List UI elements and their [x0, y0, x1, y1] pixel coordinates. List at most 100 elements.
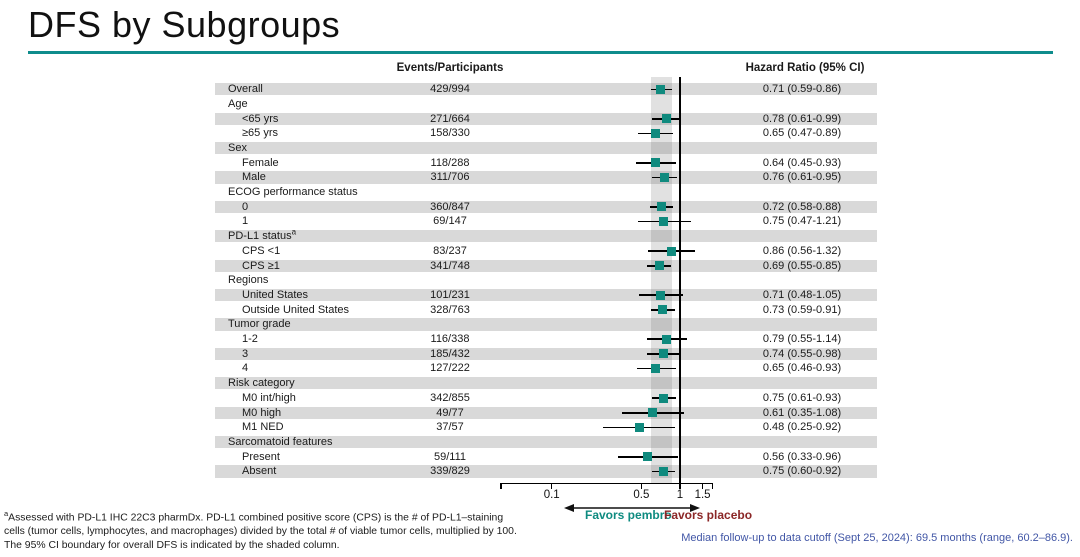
- axis-tick-label: 1.5: [694, 488, 711, 501]
- subgroup-label: 4: [242, 362, 249, 375]
- events-participants-value: 116/338: [430, 333, 470, 345]
- subgroup-row: M0 high 49/77 0.61 (0.35-1.08): [215, 406, 877, 419]
- axis-tick-label: 0.5: [633, 488, 650, 501]
- subgroup-row: 4 127/222 0.65 (0.46-0.93): [215, 362, 877, 374]
- subgroup-label: Risk category: [228, 377, 295, 390]
- hazard-ratio-value: 0.75 (0.60-0.92): [762, 465, 842, 478]
- subgroup-header-row: ECOG performance status: [215, 186, 877, 198]
- subgroup-label: Male: [242, 171, 266, 184]
- subgroup-row: Male 311/706 0.76 (0.61-0.95): [215, 171, 877, 184]
- hr-marker: [654, 261, 664, 271]
- hr-marker: [650, 158, 660, 168]
- footnote-superscript: a: [4, 509, 9, 518]
- x-axis: [500, 482, 713, 485]
- events-participants-value: 101/231: [430, 288, 470, 301]
- subgroup-row: 3 185/432 0.74 (0.55-0.98): [215, 347, 877, 361]
- subgroup-row: CPS ≥1 341/748 0.69 (0.55-0.85): [215, 259, 877, 272]
- title-rule: [28, 51, 1053, 54]
- subgroup-header-row: PD-L1 statusa: [215, 228, 877, 243]
- double-arrow-icon: [564, 504, 700, 512]
- subgroup-label: M1 NED: [242, 421, 284, 434]
- hazard-ratio-value: 0.56 (0.33-0.96): [762, 450, 842, 463]
- axis-end-cap: [500, 482, 502, 489]
- events-participants-value: 59/111: [433, 450, 466, 463]
- axis-tick: [679, 482, 681, 489]
- hazard-ratio-value: 0.72 (0.58-0.88): [762, 200, 842, 213]
- hr-marker: [651, 364, 661, 374]
- events-column-header: Events/Participants: [396, 62, 504, 74]
- subgroup-row: 0 360/847 0.72 (0.58-0.88): [215, 200, 877, 214]
- subgroup-label: 3: [242, 347, 249, 360]
- subgroup-label: Overall: [228, 83, 263, 96]
- axis-tick: [640, 482, 643, 489]
- subgroup-label: Tumor grade: [228, 318, 291, 331]
- subgroup-label: M0 high: [242, 406, 282, 419]
- subgroup-row: Female 118/288 0.64 (0.45-0.93): [215, 157, 877, 169]
- hr-marker: [662, 334, 672, 344]
- footnote: aAssessed with PD-L1 IHC 22C3 pharmDx. P…: [4, 507, 574, 552]
- events-participants-value: 271/664: [430, 112, 470, 125]
- reference-line: [679, 77, 681, 484]
- hr-marker: [651, 128, 661, 138]
- subgroup-row: ≥65 yrs 158/330 0.65 (0.47-0.89): [215, 127, 877, 139]
- hazard-ratio-value: 0.74 (0.55-0.98): [762, 347, 842, 360]
- subgroup-row: <65 yrs 271/664 0.78 (0.61-0.99): [215, 112, 877, 125]
- axis-tick-label: 1: [676, 488, 684, 501]
- axis-end-cap: [711, 482, 713, 489]
- events-participants-value: 342/855: [430, 391, 470, 404]
- hr-marker: [656, 290, 666, 300]
- subgroup-label: CPS <1: [242, 244, 281, 257]
- footnote-line-2: cells (tumor cells, lymphocytes, and mac…: [4, 526, 517, 538]
- footnote-line-3: The 95% CI boundary for overall DFS is i…: [4, 539, 340, 551]
- hazard-ratio-value: 0.65 (0.46-0.93): [762, 362, 842, 375]
- events-participants-value: 328/763: [430, 303, 470, 316]
- subgroup-label: ≥65 yrs: [242, 127, 278, 140]
- hr-marker: [660, 173, 670, 183]
- favors-pembro-label: Favors pembro: [585, 508, 672, 522]
- hr-marker: [656, 84, 666, 94]
- events-participants-value: 69/147: [433, 215, 467, 228]
- events-participants-value: 127/222: [430, 362, 470, 375]
- slide-title: DFS by Subgroups: [28, 4, 341, 45]
- subgroup-label: M0 int/high: [242, 391, 296, 404]
- events-participants-value: 360/847: [430, 200, 470, 213]
- subgroup-label: Outside United States: [242, 303, 350, 316]
- events-participants-value: 339/829: [430, 465, 470, 478]
- hr-marker: [657, 305, 667, 315]
- hazard-ratio-value: 0.75 (0.47-1.21): [762, 215, 842, 228]
- hr-marker: [657, 202, 667, 212]
- events-participants-value: 83/237: [433, 244, 467, 257]
- hazard-ratio-value: 0.69 (0.55-0.85): [762, 259, 842, 272]
- subgroup-row: 1 69/147 0.75 (0.47-1.21): [215, 215, 877, 227]
- subgroup-label: <65 yrs: [242, 112, 279, 125]
- subgroup-row: United States 101/231 0.71 (0.48-1.05): [215, 288, 877, 302]
- events-participants-value: 429/994: [430, 83, 470, 96]
- favors-placebo-label: Favors placebo: [664, 508, 753, 522]
- hr-marker: [659, 393, 669, 403]
- subgroup-label: 1: [242, 215, 249, 228]
- hazard-ratio-value: 0.64 (0.45-0.93): [762, 156, 842, 169]
- hazard-ratio-value: 0.65 (0.47-0.89): [762, 127, 842, 140]
- events-participants-value: 185/432: [430, 347, 470, 360]
- favors-arrow: [564, 500, 700, 518]
- events-participants-value: 341/748: [430, 259, 470, 272]
- subgroup-label: CPS ≥1: [242, 259, 280, 272]
- hazard-ratio-value: 0.78 (0.61-0.99): [762, 112, 842, 125]
- axis-tick: [701, 482, 704, 489]
- subgroup-label: Female: [242, 156, 279, 169]
- subgroup-label: 1-2: [242, 333, 258, 345]
- subgroup-header-row: Regions: [215, 274, 877, 286]
- hr-marker: [658, 349, 668, 359]
- hr-marker: [643, 452, 653, 462]
- subgroup-row: CPS <1 83/237 0.86 (0.56-1.32): [215, 245, 877, 257]
- hazard-ratio-value: 0.48 (0.25-0.92): [762, 421, 842, 434]
- axis-tick: [550, 482, 553, 489]
- hazard-ratio-value: 0.71 (0.48-1.05): [762, 288, 842, 301]
- hazard-ratio-value: 0.86 (0.56-1.32): [762, 244, 842, 257]
- subgroup-label: 0: [242, 200, 249, 213]
- hazard-ratio-value: 0.71 (0.59-0.86): [762, 83, 842, 96]
- hr-marker: [659, 467, 669, 477]
- hazard-ratio-value: 0.73 (0.59-0.91): [762, 303, 842, 316]
- subgroup-header-row: Age: [215, 98, 877, 110]
